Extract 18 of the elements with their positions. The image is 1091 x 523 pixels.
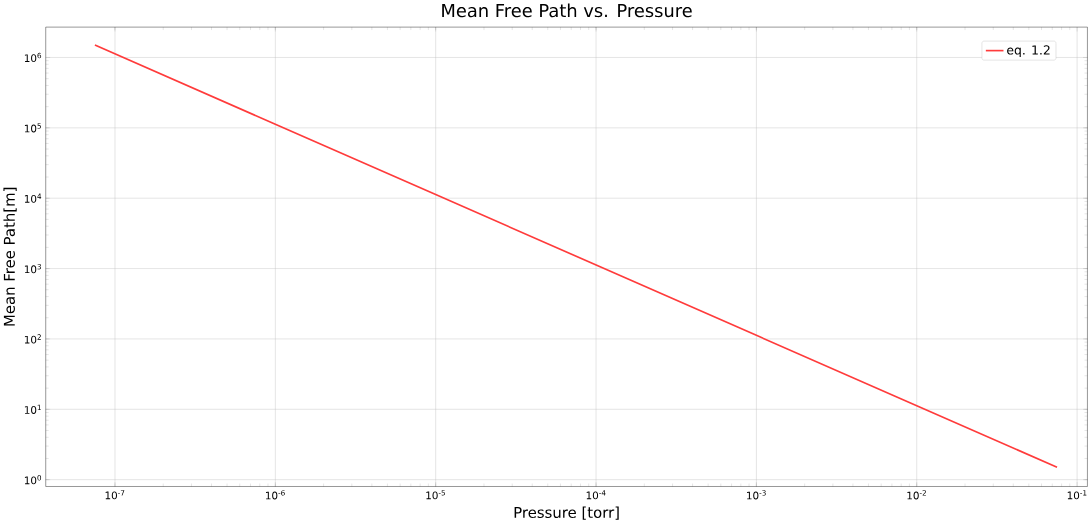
y-tick-label: 10$^{0}$ [24,474,42,485]
y-tick-label: 10$^{2}$ [24,334,41,344]
y-tick-label: 10$^{1}$ [24,404,41,414]
y-tick-label: 10$^{4}$ [24,193,42,203]
x-tick-label: 10$^{-1}$ [1067,490,1087,500]
x-tick-label: 10$^{-4}$ [586,490,606,500]
legend-label: eq. 1.2 [1007,45,1050,57]
chart-title: Mean Free Path vs. Pressure [442,3,692,18]
x-axis-title: Pressure [torr] [514,506,619,520]
x-tick-label: 10$^{-6}$ [266,490,285,500]
y-axis-title: Mean Free Path[m] [3,187,17,326]
x-tick-label: 10$^{-2}$ [907,490,926,500]
x-tick-label: 10$^{-7}$ [105,490,125,500]
x-tick-label: 10$^{-5}$ [426,490,445,500]
x-tick-label: 10$^{-3}$ [747,490,766,500]
y-tick-label: 10$^{3}$ [24,263,41,274]
y-tick-label: 10$^{6}$ [24,52,42,62]
y-tick-label: 10$^{5}$ [24,123,41,133]
